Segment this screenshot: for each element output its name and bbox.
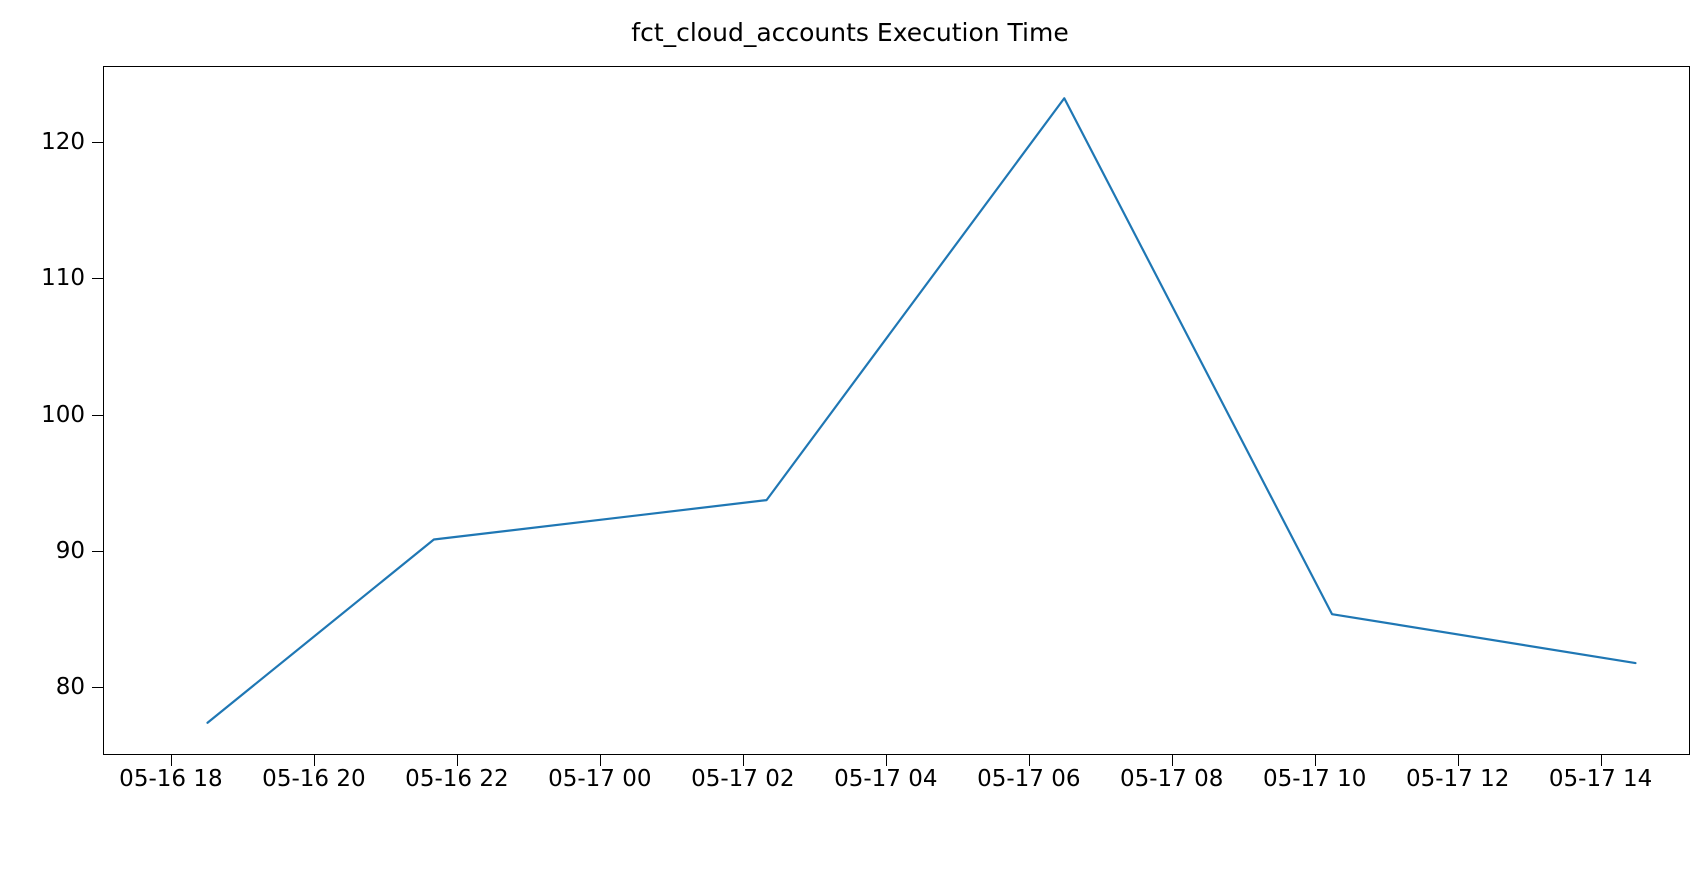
x-axis-tick-mark [170, 755, 172, 766]
x-axis-tick-mark [1457, 755, 1459, 766]
y-axis-tick-label: 120 [41, 129, 85, 156]
y-axis-tick-mark [92, 414, 103, 416]
y-axis-tick-mark [92, 550, 103, 552]
y-axis-tick-label: 80 [55, 673, 85, 700]
x-axis-tick-mark [456, 755, 458, 766]
chart-title: fct_cloud_accounts Execution Time [631, 18, 1069, 47]
y-axis-tick-label: 110 [41, 265, 85, 292]
x-axis-tick-label: 05-17 00 [548, 766, 652, 792]
x-axis-tick-mark [1314, 755, 1316, 766]
line-plot-svg [206, 97, 1637, 724]
data-series-line [206, 97, 1637, 724]
x-axis-tick-mark [742, 755, 744, 766]
x-axis-tick-mark [885, 755, 887, 766]
x-axis-tick-label: 05-17 02 [691, 766, 795, 792]
plot-axes [103, 66, 1690, 755]
x-axis-tick-label: 05-17 12 [1405, 766, 1510, 792]
x-axis-tick-label: 05-16 18 [119, 766, 223, 792]
x-axis-tick-mark [313, 755, 315, 766]
x-axis-tick-mark [1600, 755, 1602, 766]
y-axis-tick-label: 100 [41, 401, 85, 428]
y-axis-tick-label: 90 [55, 537, 85, 564]
x-axis-tick-label: 05-17 08 [1119, 766, 1224, 792]
x-axis-tick-label: 05-17 04 [834, 766, 938, 792]
x-axis-tick-label: 05-17 10 [1262, 766, 1367, 792]
x-axis-tick-mark [1028, 755, 1030, 766]
x-axis-tick-label: 05-17 14 [1548, 766, 1653, 792]
y-axis-tick-mark [92, 142, 103, 144]
x-axis-tick-label: 05-17 06 [977, 766, 1081, 792]
x-axis-tick-label: 05-16 20 [262, 766, 366, 792]
x-axis-tick-label: 05-16 22 [405, 766, 509, 792]
y-axis-tick-mark [92, 278, 103, 280]
x-axis-tick-mark [599, 755, 601, 766]
x-axis-tick-mark [1171, 755, 1173, 766]
y-axis-tick-mark [92, 686, 103, 688]
